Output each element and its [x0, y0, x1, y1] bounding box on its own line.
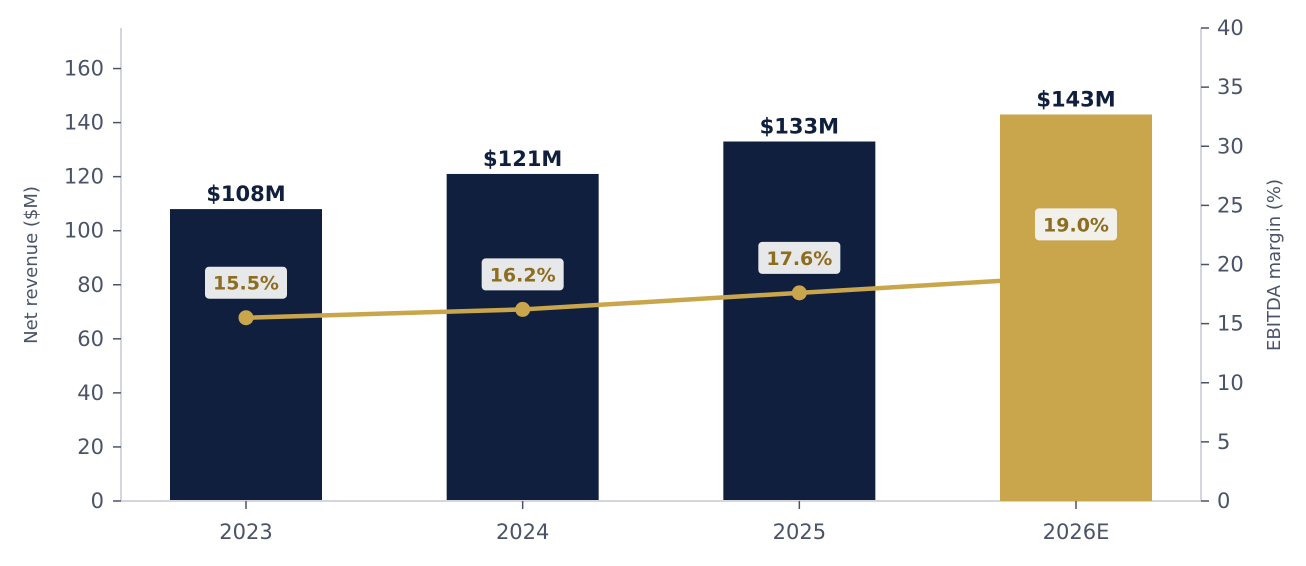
y2-tick-label: 0 [1217, 489, 1230, 513]
margin-point [238, 310, 254, 326]
y2-tick-label: 15 [1217, 312, 1244, 336]
y-tick-label: 140 [64, 111, 104, 135]
axes-layer: 0204060801001201401600510152025303540202… [64, 16, 1244, 544]
y-tick-label: 100 [64, 219, 104, 243]
margin-point [515, 301, 531, 317]
margin-value-label: 19.0% [1043, 214, 1109, 236]
bar-2025 [723, 141, 876, 501]
y2-tick-label: 10 [1217, 371, 1244, 395]
x-tick-label: 2026E [1043, 520, 1110, 544]
margin-label-box [205, 266, 287, 299]
bar-2023 [170, 209, 322, 501]
margin-series-line [245, 274, 1077, 320]
y2-tick-label: 30 [1217, 134, 1244, 158]
y-tick-label: 160 [64, 57, 104, 81]
x-tick-label: 2025 [773, 520, 826, 544]
bar-2026E [1000, 114, 1153, 502]
margin-label-box [481, 258, 564, 291]
x-tick-label: 2023 [219, 520, 272, 544]
margin-value-label: 17.6% [766, 248, 832, 270]
forecast-bar-layer [1000, 114, 1153, 502]
y-tick-label: 0 [91, 489, 104, 513]
bars-layer [170, 141, 876, 501]
y2-tick-label: 25 [1217, 193, 1244, 217]
bar-value-label: $121M [483, 147, 562, 171]
y-tick-label: 20 [77, 435, 104, 459]
y-tick-label: 120 [64, 165, 104, 189]
y2-axis-title: EBITDA margin (%) [1264, 179, 1285, 351]
labels-layer: $108M $121M $133M $143M 15.5% 16.2% 17.6% 19.0% [205, 87, 1118, 299]
y-tick-label: 40 [77, 381, 104, 405]
margin-line-layer [238, 274, 1077, 326]
y-tick-label: 80 [77, 273, 104, 297]
y-axis-title: Net revenue ($M) [21, 186, 42, 344]
margin-label-box [1035, 208, 1118, 241]
x-tick-label: 2024 [496, 520, 549, 544]
y-tick-label: 60 [77, 327, 104, 351]
y2-tick-label: 35 [1217, 75, 1244, 99]
y2-tick-label: 20 [1217, 253, 1244, 277]
margin-point [791, 285, 807, 301]
bar-2024 [446, 173, 599, 501]
margin-label-box [758, 241, 841, 274]
bar-value-label: $108M [206, 182, 285, 206]
bar-value-label: $143M [1036, 87, 1115, 111]
y2-tick-label: 5 [1217, 430, 1230, 454]
margin-value-label: 16.2% [490, 264, 556, 286]
bar-value-label: $133M [760, 115, 839, 139]
margin-value-label: 15.5% [213, 273, 279, 295]
y2-tick-label: 40 [1217, 16, 1244, 40]
